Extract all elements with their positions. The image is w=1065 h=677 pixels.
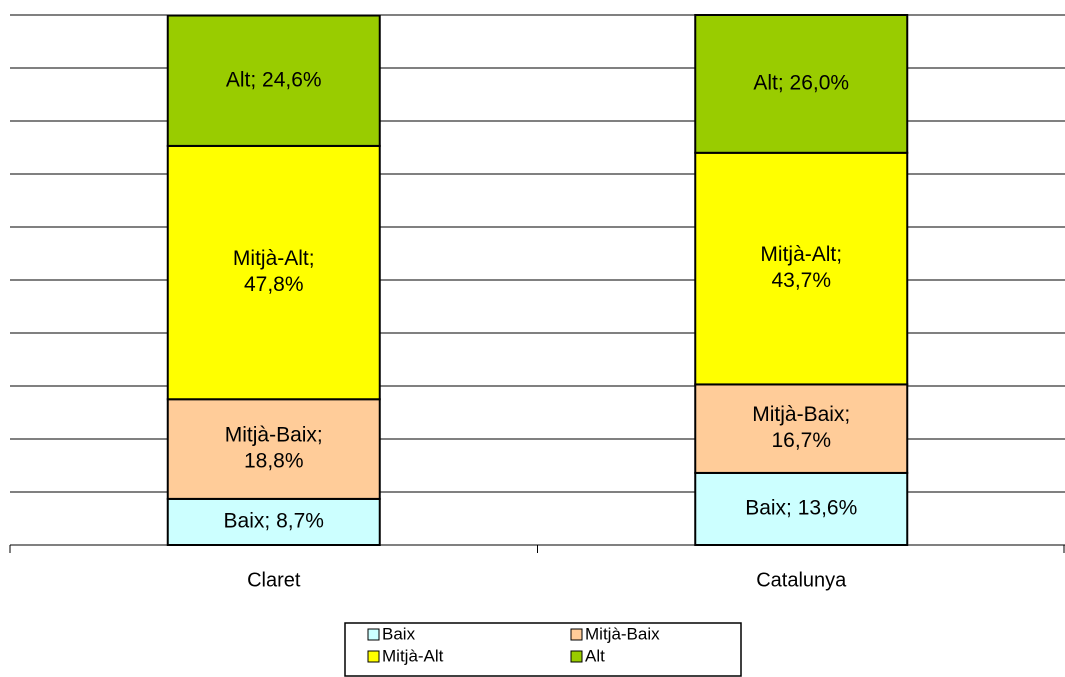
value-label: Mitjà-Alt; <box>760 243 842 266</box>
legend-box <box>344 622 742 677</box>
legend-label: Baix <box>382 624 416 643</box>
legend-swatch <box>570 650 583 663</box>
bar-segment <box>694 471 909 547</box>
value-label: 16,7% <box>771 429 831 452</box>
legend-swatch <box>570 628 583 641</box>
value-label: Alt; 26,0% <box>753 71 849 94</box>
value-label: Mitjà-Alt; <box>233 247 315 270</box>
legend-label: Alt <box>585 646 605 665</box>
value-label: 43,7% <box>771 269 831 292</box>
legend-label: Mitjà-Alt <box>382 646 444 665</box>
value-label: Baix; 13,6% <box>745 497 857 520</box>
bar-segment <box>166 14 381 147</box>
bar-segment <box>166 398 381 500</box>
bar-segment <box>694 151 909 386</box>
x-tick-label: Claret <box>247 569 301 591</box>
bar-segment <box>166 497 381 547</box>
x-tick-label: Catalunya <box>756 569 847 591</box>
value-label: 18,8% <box>244 450 304 473</box>
value-label: Alt; 24,6% <box>226 68 322 91</box>
value-label: Mitjà-Baix; <box>752 403 850 426</box>
legend-label: Mitjà-Baix <box>585 624 660 643</box>
bar-segment <box>166 144 381 401</box>
value-label: 47,8% <box>244 273 304 296</box>
value-label: Baix; 8,7% <box>224 509 324 532</box>
value-label: Mitjà-Baix; <box>225 424 323 447</box>
legend-swatch <box>367 650 380 663</box>
bar-segment <box>694 14 909 154</box>
legend-swatch <box>367 628 380 641</box>
